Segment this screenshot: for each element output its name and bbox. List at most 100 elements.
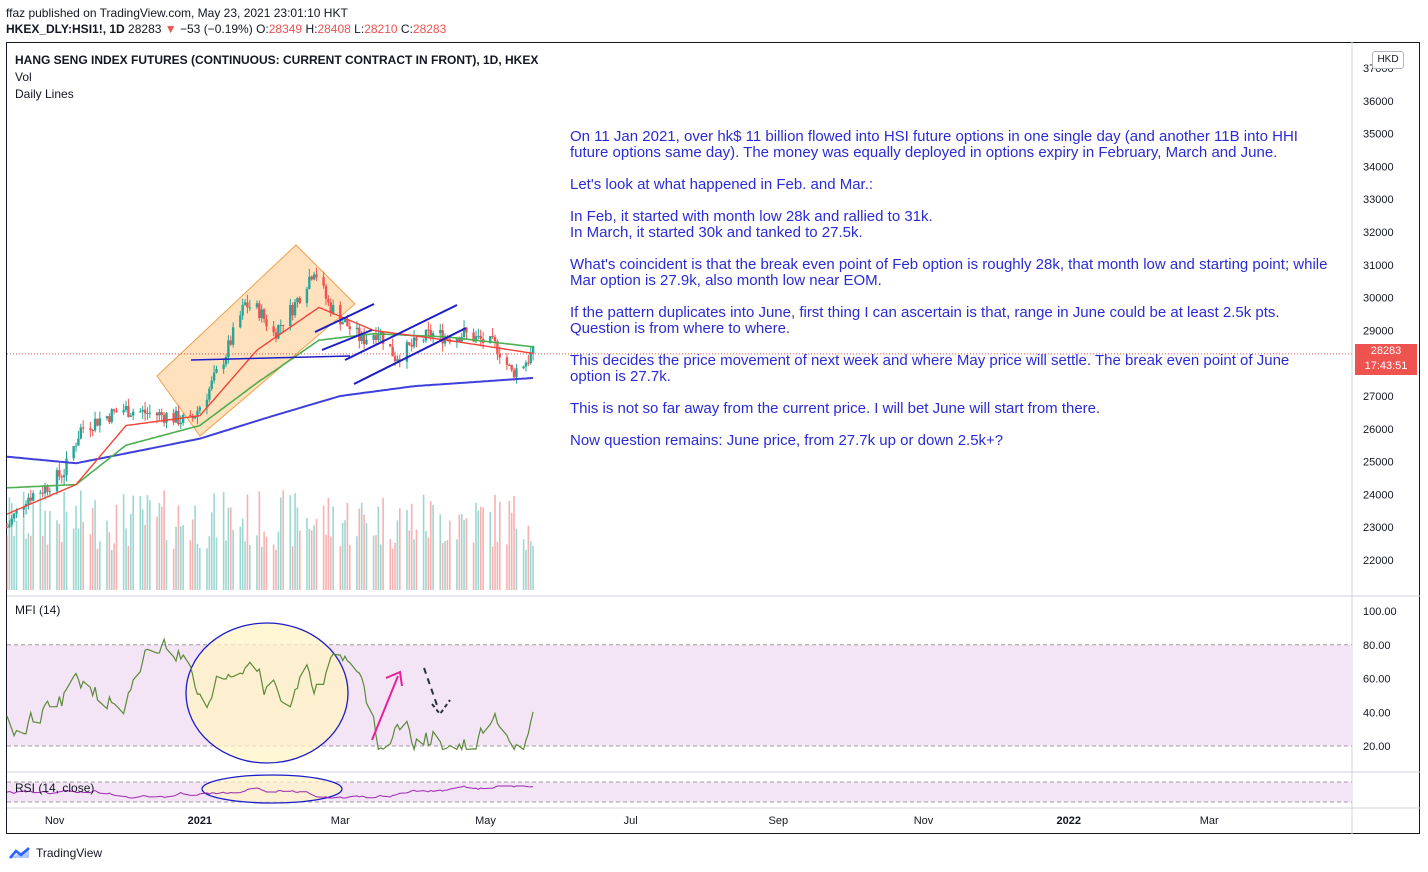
- annotation-paragraph: In Feb, it started with month low 28k an…: [570, 208, 933, 241]
- volume-bar: [241, 518, 244, 590]
- candle-body: [62, 475, 66, 478]
- trend-line: [344, 304, 458, 361]
- volume-bar: [25, 538, 27, 590]
- volume-bar: [477, 510, 480, 590]
- x-tick-label: 2021: [188, 815, 212, 827]
- volume-bar: [6, 535, 8, 590]
- volume-bar: [372, 535, 375, 590]
- candle-body: [229, 340, 232, 345]
- y-tick-label: 25000: [1363, 457, 1394, 469]
- volume-bar: [229, 507, 232, 590]
- volume-bar: [65, 511, 68, 590]
- volume-bar: [56, 520, 58, 590]
- volume-bar: [179, 526, 182, 590]
- volume-bar: [444, 541, 446, 590]
- chart-frame[interactable]: [6, 42, 1420, 834]
- open-value: 28349: [268, 22, 303, 36]
- symbol: HKEX_DLY:HSI1!, 1D: [6, 22, 125, 36]
- candle-body: [248, 307, 252, 309]
- volume-bar: [332, 506, 334, 590]
- candle-body: [510, 364, 513, 371]
- candle-body: [10, 518, 13, 525]
- volume-bar: [448, 520, 451, 590]
- volume-bar: [227, 507, 230, 590]
- volume-bar: [458, 514, 461, 590]
- price-tag-countdown: 17:43:51: [1364, 360, 1408, 372]
- volume-bar: [365, 523, 368, 590]
- rsi-legend[interactable]: RSI (14, close): [15, 781, 95, 795]
- volume-bar: [339, 545, 342, 590]
- volume-bar: [263, 531, 265, 590]
- candle-body: [365, 339, 368, 345]
- volume-bar: [313, 525, 315, 590]
- volume-bar: [139, 496, 142, 590]
- volume-bar: [294, 493, 296, 590]
- candle-body: [305, 288, 309, 304]
- candle-body: [127, 405, 130, 417]
- volume-bar: [522, 539, 525, 590]
- volume-bar: [163, 490, 165, 590]
- annotation-text[interactable]: On 11 Jan 2021, over hk$ 11 billion flow…: [570, 129, 1330, 465]
- volume-bar: [398, 508, 401, 590]
- volume-bar: [91, 508, 94, 590]
- candle-body: [98, 418, 102, 426]
- candle-body: [308, 276, 311, 289]
- candle-body: [89, 428, 92, 431]
- candle-body: [155, 412, 159, 416]
- volume-bar: [244, 541, 246, 590]
- candle-body: [227, 340, 230, 358]
- y-tick-label: 26000: [1363, 424, 1394, 436]
- daily-lines-legend[interactable]: Daily Lines: [15, 87, 74, 101]
- volume-bar: [225, 540, 227, 590]
- currency-badge[interactable]: HKD: [1372, 51, 1404, 69]
- mfi-tick-label: 60.00: [1363, 674, 1391, 686]
- volume-bar: [156, 516, 158, 590]
- candle-body: [110, 409, 113, 423]
- footer-brand[interactable]: TradingView: [8, 846, 102, 860]
- candle-body: [205, 399, 209, 408]
- volume-bar: [456, 539, 458, 590]
- volume-bar: [272, 544, 275, 590]
- volume-bar: [106, 520, 108, 590]
- candle-body: [31, 493, 35, 501]
- candle-body: [341, 322, 344, 325]
- candle-body: [55, 470, 59, 492]
- volume-bar: [44, 510, 46, 590]
- volume-bar: [515, 528, 518, 590]
- y-tick-label: 30000: [1363, 293, 1394, 305]
- volume-bar: [325, 534, 327, 590]
- volume-bar: [99, 541, 101, 590]
- vol-legend[interactable]: Vol: [15, 70, 32, 84]
- candle-body: [289, 305, 292, 327]
- candle-body: [274, 332, 278, 339]
- candle-body: [377, 334, 380, 340]
- candle-body: [272, 326, 275, 333]
- volume-bar: [39, 494, 42, 590]
- candle-body: [177, 410, 180, 425]
- mfi-legend[interactable]: MFI (14): [15, 603, 61, 617]
- candle-body: [260, 309, 263, 319]
- volume-bar: [394, 542, 396, 590]
- volume-bar: [408, 530, 411, 590]
- high-label: H:: [305, 22, 318, 36]
- volume-bar: [232, 529, 234, 590]
- candle-body: [189, 414, 192, 416]
- volume-bar: [132, 495, 134, 590]
- change: −53 (−0.19%): [180, 22, 253, 36]
- volume-bar: [498, 501, 501, 590]
- open-label: O:: [256, 22, 269, 36]
- candle-body: [181, 414, 185, 423]
- candle-body: [312, 274, 316, 280]
- candle-body: [281, 324, 285, 327]
- volume-bar: [360, 502, 363, 590]
- volume-bar: [348, 544, 351, 590]
- x-tick-label: Sep: [769, 815, 789, 827]
- volume-bar: [306, 518, 308, 590]
- annotation-paragraph: What's coincident is that the break even…: [570, 256, 1328, 289]
- rsi-line: [6, 785, 534, 799]
- volume-bar: [58, 523, 61, 590]
- candle-body: [455, 337, 459, 343]
- annotation-paragraph: Let's look at what happened in Feb. and …: [570, 176, 874, 193]
- candle-body: [493, 337, 497, 342]
